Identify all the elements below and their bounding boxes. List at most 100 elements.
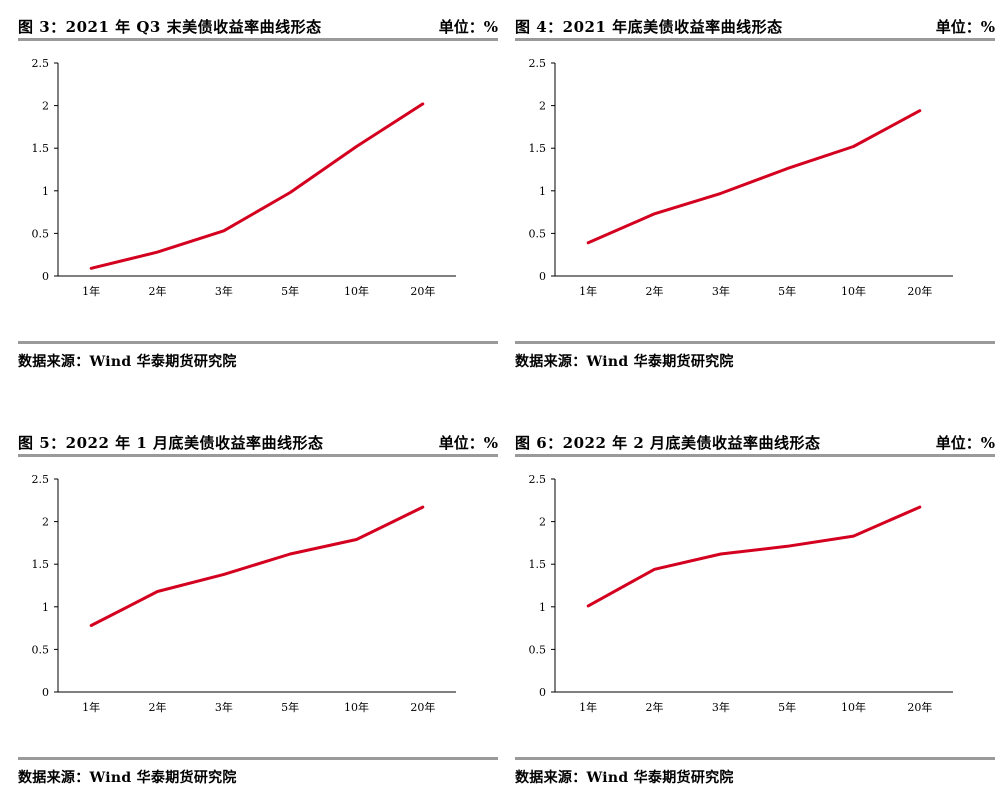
data-point xyxy=(653,568,656,571)
data-point xyxy=(918,505,922,509)
data-point xyxy=(785,545,789,548)
chart-panel-fig4: 图 4：2021 年底美债收益率曲线形态 单位：% 0 0.5 1 1.5 2 2.5 1年… xyxy=(515,8,995,371)
y-tick-label: 0.5 xyxy=(32,227,50,240)
x-tick-label: 1年 xyxy=(579,700,597,714)
data-point xyxy=(852,145,855,148)
yield-curve-chart: 0 0.5 1 1.5 2 2.5 1年 2年 3年 5年 10年 20年 xyxy=(32,57,456,298)
data-point xyxy=(222,229,226,233)
data-point xyxy=(156,250,159,254)
y-tick-label: 1 xyxy=(42,601,49,614)
footer-rule xyxy=(515,341,995,344)
y-tick-label: 1.5 xyxy=(529,142,547,155)
footer-rule xyxy=(18,757,498,760)
yield-curve-line xyxy=(586,505,922,608)
y-tick-label: 0 xyxy=(42,686,49,699)
data-point xyxy=(355,538,358,541)
unit-label: 单位：% xyxy=(935,434,995,452)
header-rule xyxy=(18,454,498,457)
x-tick-label: 2年 xyxy=(646,284,664,298)
y-tick-label: 2.5 xyxy=(529,57,547,70)
data-point xyxy=(421,505,425,509)
x-tick-label: 2年 xyxy=(646,700,664,714)
y-tick-label: 1 xyxy=(539,601,546,614)
yield-curve-line xyxy=(89,505,425,627)
yield-curve-line xyxy=(89,102,425,270)
x-tick-label: 10年 xyxy=(344,700,369,714)
footer-rule xyxy=(18,341,498,344)
y-tick-label: 0 xyxy=(539,686,546,699)
chart-title: 图 3：2021 年 Q3 末美债收益率曲线形态 xyxy=(18,18,322,36)
data-point xyxy=(288,191,292,194)
x-tick-label: 20年 xyxy=(907,284,932,298)
y-tick-label: 0.5 xyxy=(529,643,547,656)
x-tick-label: 20年 xyxy=(907,700,932,714)
x-tick-label: 10年 xyxy=(344,284,369,298)
y-tick-label: 1.5 xyxy=(32,558,50,571)
x-tick-label: 2年 xyxy=(149,284,167,298)
unit-label: 单位：% xyxy=(438,434,498,452)
x-tick-label: 3年 xyxy=(712,700,730,714)
footer-rule xyxy=(515,757,995,760)
x-tick-label: 1年 xyxy=(82,700,100,714)
x-tick-label: 20年 xyxy=(410,700,435,714)
data-point xyxy=(586,604,590,608)
header-rule xyxy=(515,38,995,41)
y-tick-label: 0 xyxy=(42,270,49,283)
data-point xyxy=(355,145,358,148)
y-tick-label: 2 xyxy=(42,516,49,529)
y-tick-label: 0 xyxy=(539,270,546,283)
data-point xyxy=(785,167,789,170)
x-tick-label: 10年 xyxy=(841,700,866,714)
source-note: 数据来源：Wind 华泰期货研究院 xyxy=(515,770,734,786)
y-tick-label: 2 xyxy=(539,516,546,529)
panel-header: 图 6：2022 年 2 月底美债收益率曲线形态 单位：% xyxy=(515,424,995,454)
data-point xyxy=(918,109,922,112)
header-rule xyxy=(18,38,498,41)
x-tick-label: 3年 xyxy=(712,284,730,298)
chart-title: 图 6：2022 年 2 月底美债收益率曲线形态 xyxy=(515,434,821,452)
data-point xyxy=(89,624,93,627)
yield-curve-line xyxy=(586,109,922,245)
yield-curve-chart: 0 0.5 1 1.5 2 2.5 1年 2年 3年 5年 10年 20年 xyxy=(32,473,456,714)
y-tick-label: 2.5 xyxy=(32,57,50,70)
data-point xyxy=(89,267,93,270)
data-point xyxy=(421,102,425,106)
chart-panel-fig5: 图 5：2022 年 1 月底美债收益率曲线形态 单位：% 0 0.5 1 1.5 2 2… xyxy=(18,424,498,787)
x-tick-label: 3年 xyxy=(215,700,233,714)
header-rule xyxy=(515,454,995,457)
y-tick-label: 2.5 xyxy=(529,473,547,486)
y-tick-label: 1 xyxy=(42,185,49,198)
y-tick-label: 1.5 xyxy=(529,558,547,571)
x-tick-label: 5年 xyxy=(281,700,299,714)
x-tick-label: 3年 xyxy=(215,284,233,298)
y-tick-label: 0.5 xyxy=(529,227,547,240)
data-point xyxy=(222,573,226,576)
source-note: 数据来源：Wind 华泰期货研究院 xyxy=(18,354,237,370)
data-point xyxy=(852,534,855,538)
data-point xyxy=(288,552,292,556)
panel-header: 图 4：2021 年底美债收益率曲线形态 单位：% xyxy=(515,8,995,38)
data-point xyxy=(586,241,590,244)
y-tick-label: 1 xyxy=(539,185,546,198)
x-tick-label: 5年 xyxy=(281,284,299,298)
y-tick-label: 2 xyxy=(539,100,546,113)
y-tick-label: 0.5 xyxy=(32,643,50,656)
chart-title: 图 4：2021 年底美债收益率曲线形态 xyxy=(515,18,783,36)
chart-title: 图 5：2022 年 1 月底美债收益率曲线形态 xyxy=(18,434,324,452)
y-tick-label: 2.5 xyxy=(32,473,50,486)
panel-header: 图 5：2022 年 1 月底美债收益率曲线形态 单位：% xyxy=(18,424,498,454)
chart-panel-fig6: 图 6：2022 年 2 月底美债收益率曲线形态 单位：% 0 0.5 1 1.5 2 2… xyxy=(515,424,995,787)
x-tick-label: 2年 xyxy=(149,700,167,714)
x-tick-label: 1年 xyxy=(579,284,597,298)
data-point xyxy=(653,212,656,216)
source-note: 数据来源：Wind 华泰期货研究院 xyxy=(18,770,237,786)
x-tick-label: 1年 xyxy=(82,284,100,298)
chart-panel-fig3: 图 3：2021 年 Q3 末美债收益率曲线形态 单位：% 0 0.5 1 1.5 2 2… xyxy=(18,8,498,371)
panel-header: 图 3：2021 年 Q3 末美债收益率曲线形态 单位：% xyxy=(18,8,498,38)
source-note: 数据来源：Wind 华泰期货研究院 xyxy=(515,354,734,370)
yield-curve-chart: 0 0.5 1 1.5 2 2.5 1年 2年 3年 5年 10年 20年 xyxy=(529,57,953,298)
x-tick-label: 10年 xyxy=(841,284,866,298)
unit-label: 单位：% xyxy=(438,18,498,36)
y-tick-label: 2 xyxy=(42,100,49,113)
x-tick-label: 5年 xyxy=(778,700,796,714)
